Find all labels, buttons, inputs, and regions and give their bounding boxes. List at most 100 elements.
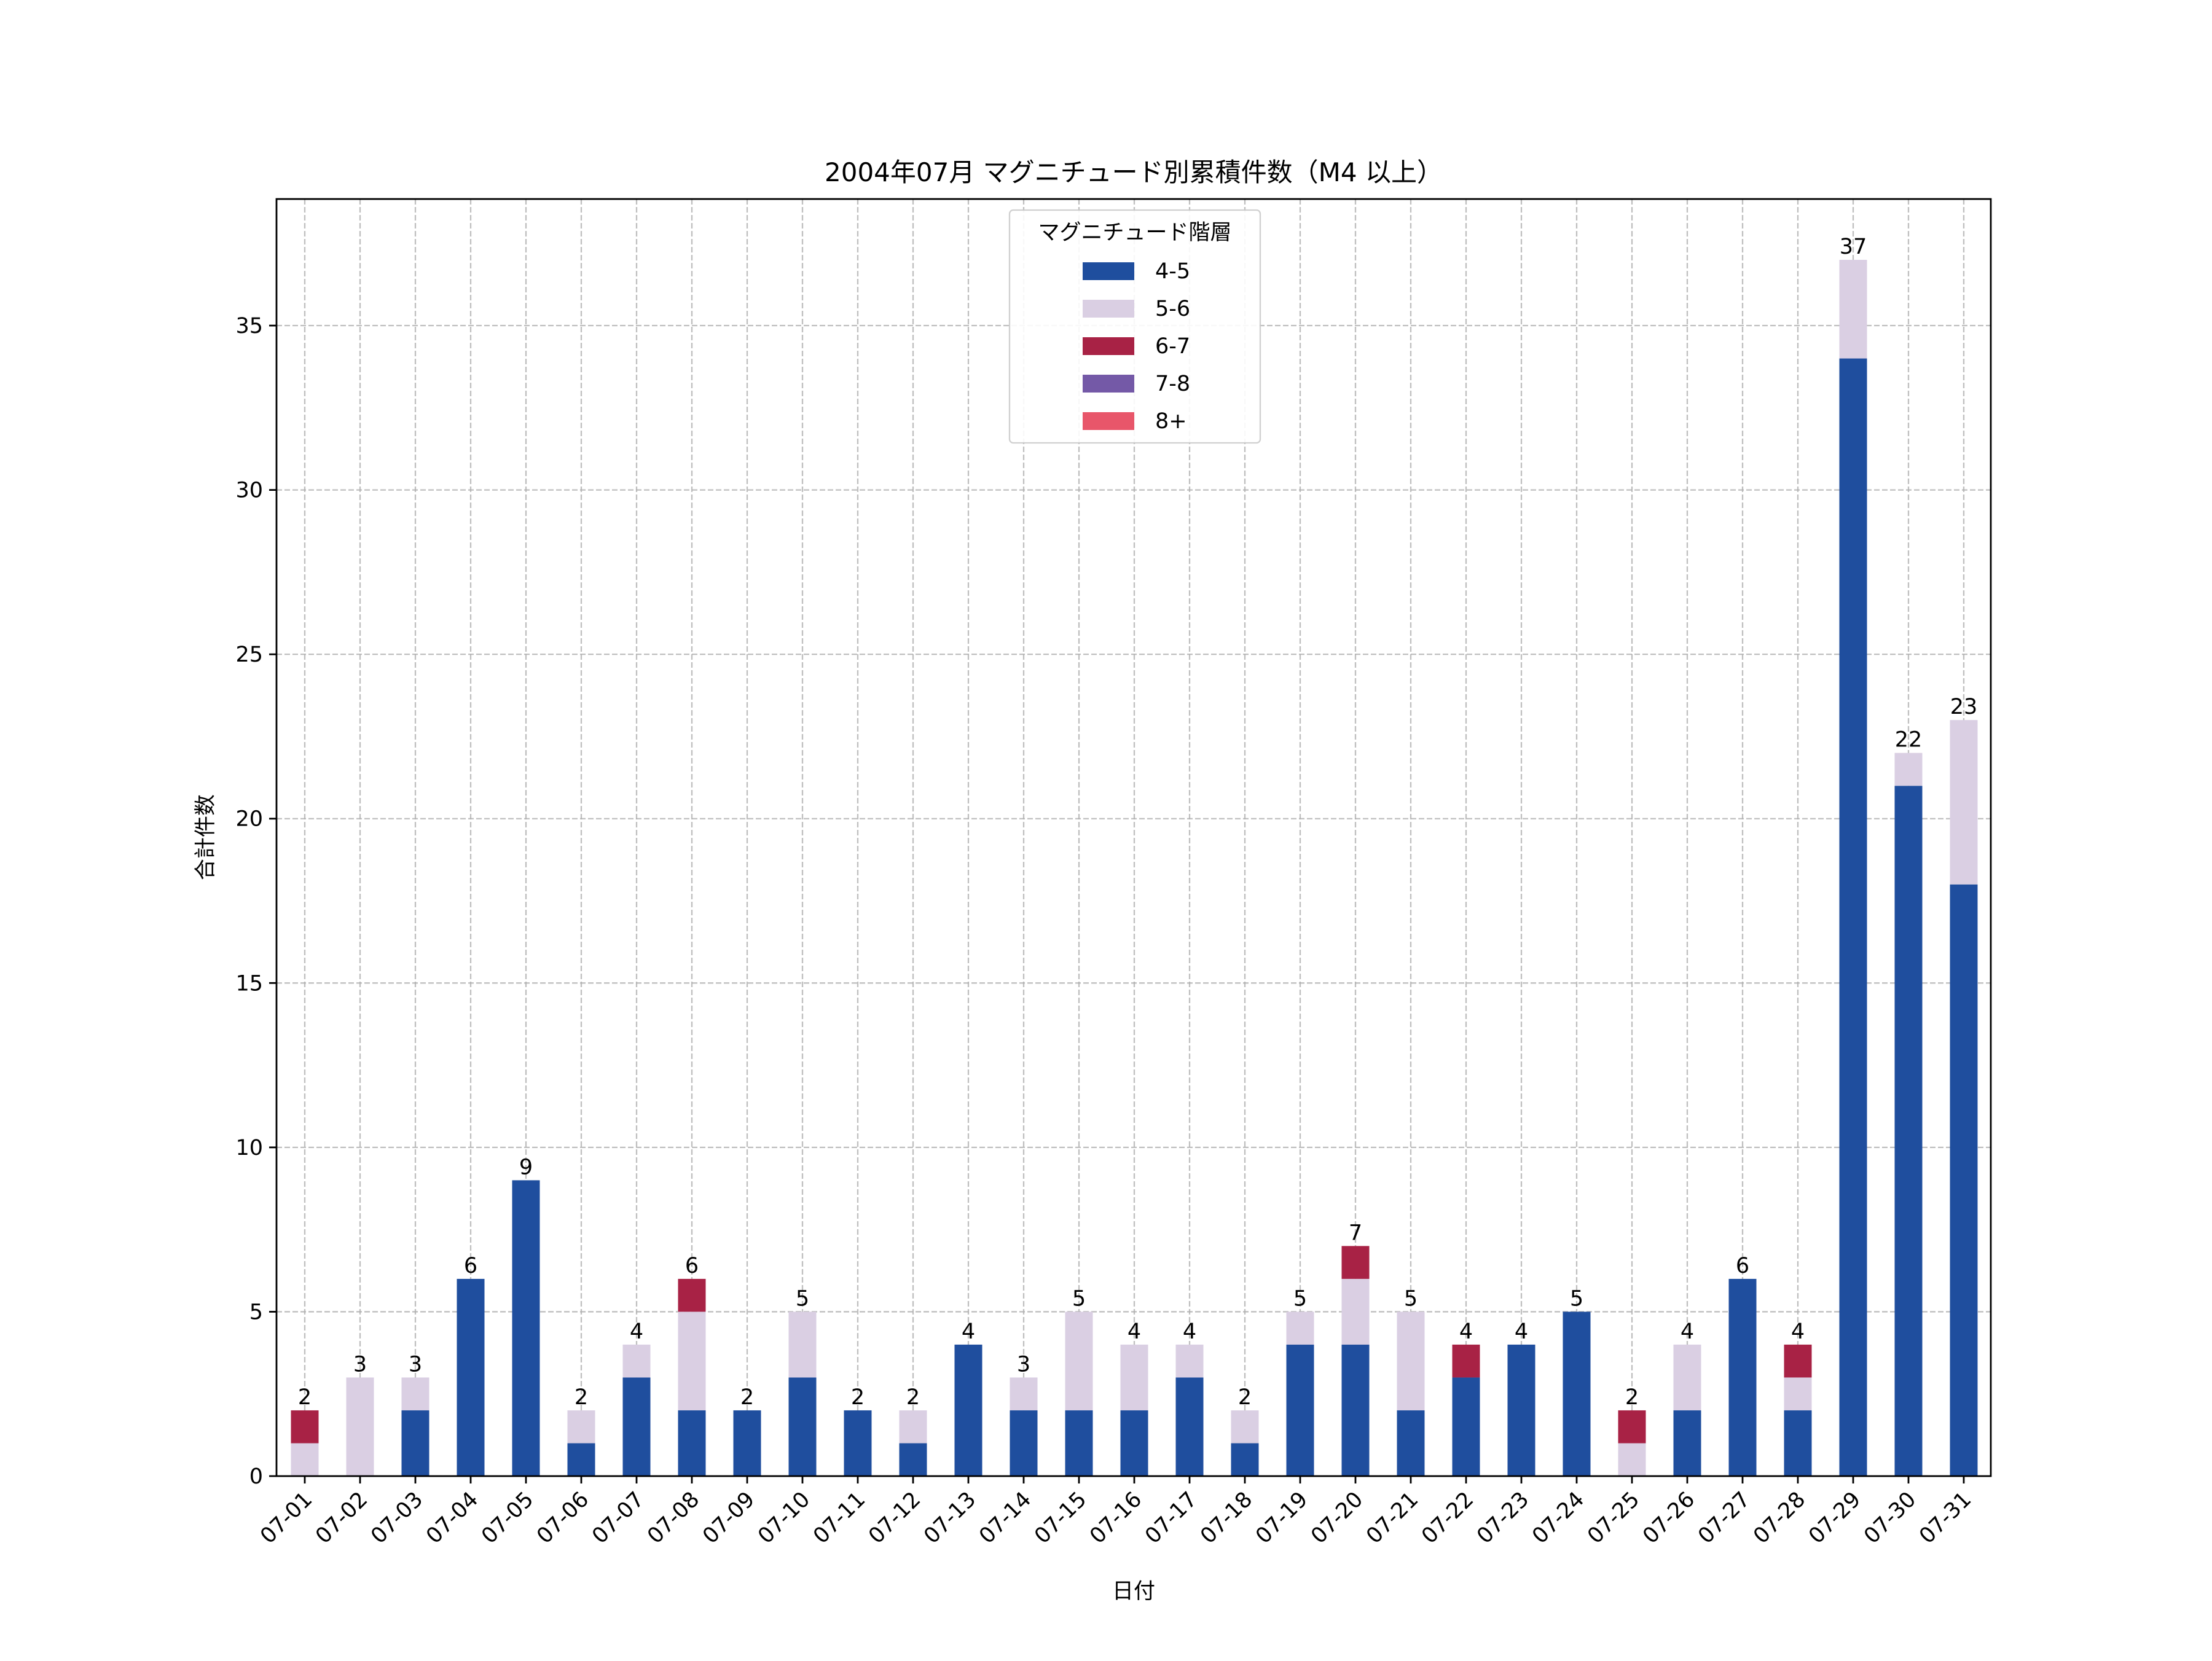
bar-segment-4-5 xyxy=(457,1278,485,1476)
bar-total-label: 4 xyxy=(1128,1319,1141,1344)
bar-segment-6-7 xyxy=(1784,1344,1812,1378)
x-axis-title: 日付 xyxy=(1112,1579,1155,1604)
bar-total-label: 2 xyxy=(740,1385,754,1410)
bar-segment-4-5 xyxy=(1010,1410,1038,1476)
bar-segment-4-5 xyxy=(567,1443,595,1476)
bar-segment-4-5 xyxy=(678,1410,706,1476)
y-tick-label: 15 xyxy=(235,971,263,996)
bar-total-label: 3 xyxy=(409,1352,422,1377)
bar-segment-4-5 xyxy=(622,1377,651,1476)
bar-segment-5-6 xyxy=(567,1410,595,1444)
legend: マグニチュード階層 4-5 5-6 6-7 7-8 8+ xyxy=(1008,209,1261,444)
y-axis-title: 合計件数 xyxy=(194,794,218,880)
y-tick-label: 35 xyxy=(235,314,263,338)
bar-segment-5-6 xyxy=(678,1311,706,1410)
bar-total-label: 2 xyxy=(906,1385,920,1410)
bar-segment-5-6 xyxy=(1120,1344,1148,1410)
legend-swatch xyxy=(1083,412,1134,430)
bar-segment-4-5 xyxy=(1286,1344,1314,1476)
legend-label: 4-5 xyxy=(1155,259,1190,284)
legend-title: マグニチュード階層 xyxy=(1038,221,1231,245)
y-tick-label: 20 xyxy=(235,807,263,832)
bar-total-label: 2 xyxy=(1238,1385,1252,1410)
bar-segment-4-5 xyxy=(1784,1410,1812,1476)
bar-segment-6-7 xyxy=(1452,1344,1480,1378)
bar-total-label: 3 xyxy=(1017,1352,1030,1377)
legend-label: 5-6 xyxy=(1155,297,1190,321)
legend-swatch xyxy=(1083,262,1134,280)
bar-total-label: 23 xyxy=(1950,695,1978,719)
bar-segment-4-5 xyxy=(954,1344,982,1476)
legend-swatch xyxy=(1083,300,1134,318)
bar-segment-4-5 xyxy=(512,1180,540,1476)
bar-segment-5-6 xyxy=(1231,1410,1259,1444)
bar-segment-6-7 xyxy=(1618,1410,1646,1444)
legend-swatch xyxy=(1083,337,1134,355)
bar-segment-5-6 xyxy=(1784,1377,1812,1410)
bar-total-label: 7 xyxy=(1349,1221,1362,1245)
bar-segment-5-6 xyxy=(401,1377,429,1410)
bar-segment-4-5 xyxy=(1341,1344,1370,1476)
bar-total-label: 3 xyxy=(353,1352,367,1377)
bar-total-label: 4 xyxy=(630,1319,643,1344)
legend-swatch xyxy=(1083,375,1134,393)
bar-total-label: 4 xyxy=(1791,1319,1805,1344)
y-tick-label: 30 xyxy=(235,479,263,503)
legend-box xyxy=(1008,209,1261,444)
bar-total-label: 5 xyxy=(1570,1286,1583,1311)
bar-segment-5-6 xyxy=(1065,1311,1093,1410)
bar-segment-4-5 xyxy=(1231,1443,1259,1476)
bar-segment-4-5 xyxy=(1507,1344,1535,1476)
bar-segment-5-6 xyxy=(899,1410,927,1444)
bar-segment-5-6 xyxy=(346,1377,374,1476)
bar-total-label: 4 xyxy=(962,1319,975,1344)
bar-segment-4-5 xyxy=(1563,1311,1591,1476)
bar-total-label: 6 xyxy=(464,1254,477,1278)
bar-segment-4-5 xyxy=(1065,1410,1093,1476)
bar-total-label: 2 xyxy=(575,1385,588,1410)
y-tick-label: 5 xyxy=(249,1300,263,1324)
legend-label: 6-7 xyxy=(1155,334,1190,359)
bar-segment-5-6 xyxy=(1839,260,1867,359)
bar-total-label: 5 xyxy=(796,1286,809,1311)
bar-segment-6-7 xyxy=(1341,1246,1370,1279)
bar-segment-4-5 xyxy=(1673,1410,1701,1476)
legend-label: 7-8 xyxy=(1155,372,1190,396)
bar-segment-5-6 xyxy=(1286,1311,1314,1345)
y-tick-label: 0 xyxy=(249,1464,263,1489)
bar-segment-5-6 xyxy=(1175,1344,1204,1378)
bar-segment-5-6 xyxy=(622,1344,651,1378)
bar-segment-5-6 xyxy=(1894,752,1923,786)
bar-total-label: 4 xyxy=(1183,1319,1196,1344)
bar-segment-4-5 xyxy=(733,1410,761,1476)
bar-segment-4-5 xyxy=(1452,1377,1480,1476)
bar-total-label: 2 xyxy=(298,1385,312,1410)
bar-total-label: 4 xyxy=(1459,1319,1473,1344)
bar-total-label: 2 xyxy=(851,1385,865,1410)
bar-segment-5-6 xyxy=(1341,1278,1370,1345)
bar-segment-4-5 xyxy=(401,1410,429,1476)
bar-total-label: 6 xyxy=(685,1254,699,1278)
bar-total-label: 2 xyxy=(1625,1385,1639,1410)
bars xyxy=(291,260,1978,1476)
bar-total-label: 5 xyxy=(1404,1286,1418,1311)
bar-segment-4-5 xyxy=(899,1443,927,1476)
bar-segment-5-6 xyxy=(1010,1377,1038,1410)
bar-segment-6-7 xyxy=(291,1410,319,1444)
y-tick-label: 25 xyxy=(235,643,263,667)
bar-segment-5-6 xyxy=(1618,1443,1646,1476)
bar-segment-4-5 xyxy=(1839,358,1867,1476)
bar-segment-5-6 xyxy=(1673,1344,1701,1410)
y-axis: 0 5 10 15 20 25 30 35 xyxy=(235,314,276,1489)
bar-segment-4-5 xyxy=(788,1377,817,1476)
bar-segment-5-6 xyxy=(788,1311,817,1378)
bar-total-label: 5 xyxy=(1293,1286,1307,1311)
chart-title: 2004年07月 マグニチュード別累積件数（M4 以上） xyxy=(825,157,1443,187)
y-tick-label: 10 xyxy=(235,1136,263,1160)
bar-segment-6-7 xyxy=(678,1278,706,1312)
bar-segment-4-5 xyxy=(1120,1410,1148,1476)
bar-total-label: 22 xyxy=(1895,728,1923,752)
